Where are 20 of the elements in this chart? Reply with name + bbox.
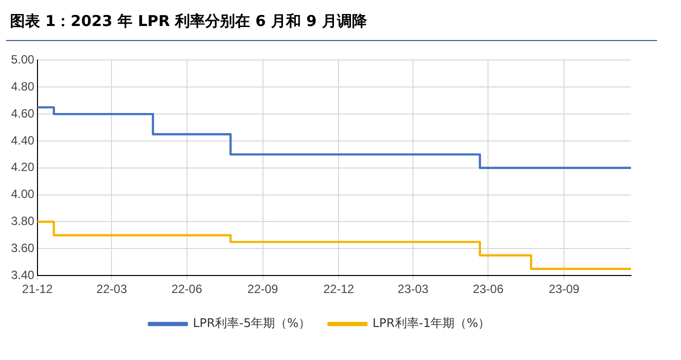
y-tick-label: 3.80 bbox=[10, 214, 35, 228]
y-tick-label: 4.60 bbox=[10, 106, 35, 120]
legend-label: LPR利率-5年期（%） bbox=[192, 316, 311, 330]
legend-label: LPR利率-1年期（%） bbox=[372, 316, 490, 330]
y-tick-label: 4.20 bbox=[10, 160, 35, 174]
y-tick-label: 3.60 bbox=[10, 240, 35, 255]
x-tick-label: 22-09 bbox=[247, 282, 278, 296]
x-tick-label: 22-06 bbox=[171, 282, 202, 296]
x-tick-label: 23-06 bbox=[472, 282, 504, 296]
x-tick-label: 22-12 bbox=[323, 282, 354, 296]
y-tick-label: 4.40 bbox=[10, 133, 35, 148]
x-tick-label: 23-09 bbox=[548, 282, 580, 296]
y-tick-label: 3.40 bbox=[10, 268, 35, 282]
y-tick-label: 4.80 bbox=[10, 79, 35, 94]
y-tick-label: 4.00 bbox=[10, 187, 35, 202]
x-tick-label: 23-03 bbox=[398, 282, 429, 296]
y-tick-label: 5.00 bbox=[10, 52, 35, 67]
chart-title: 图表 1：2023 年 LPR 利率分别在 6 月和 9 月调降 bbox=[10, 12, 367, 31]
x-tick-label: 22-03 bbox=[96, 282, 128, 296]
x-tick-label: 21-12 bbox=[22, 282, 54, 296]
